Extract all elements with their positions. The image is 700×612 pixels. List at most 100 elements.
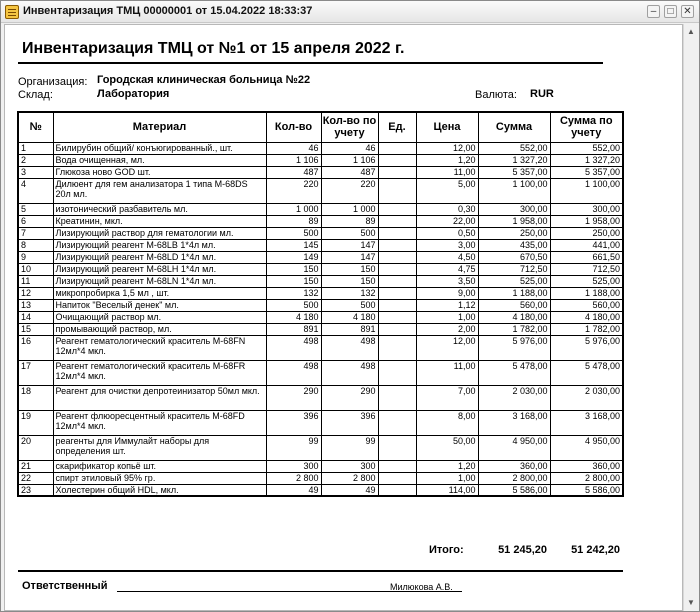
sum: 1 327,20	[477, 153, 551, 167]
scroll-down-arrow-icon[interactable]: ▼	[687, 598, 695, 607]
organization-label: Организация:	[18, 76, 88, 88]
sum: 1 958,00	[477, 214, 551, 228]
table-row: 21 скарификатор копьё шт. 300 300 1,20 360,00…	[17, 459, 624, 473]
quantity-by-accounting: 150	[320, 262, 379, 276]
sum: 525,00	[477, 274, 551, 288]
table-row: 11 Лизирующий реагент М-68LN 1*4л мл. 150 1…	[17, 274, 624, 288]
quantity: 49	[265, 483, 322, 497]
unit	[377, 409, 417, 436]
table-row: 7 Лизирующий раствор для гематологии мл. 5…	[17, 226, 624, 240]
quantity: 89	[265, 214, 322, 228]
sum: 1 782,00	[477, 322, 551, 336]
quantity-by-accounting: 487	[320, 165, 379, 179]
sum: 3 168,00	[477, 409, 551, 436]
material-name: скарификатор копьё шт.	[52, 459, 267, 473]
quantity-by-accounting: 498	[320, 334, 379, 361]
price: 11,00	[415, 165, 479, 179]
organization-value: Городская клиническая больница №22	[97, 74, 311, 86]
unit	[377, 250, 417, 264]
material-name: Напиток "Веселый денек" мл.	[52, 298, 267, 312]
unit	[377, 262, 417, 276]
sum: 712,50	[477, 262, 551, 276]
window-title: Инвентаризация ТМЦ 00000001 от 15.04.202…	[23, 5, 313, 17]
quantity: 99	[265, 434, 322, 461]
sum-total: 51 245,20	[498, 544, 547, 556]
scroll-up-arrow-icon[interactable]: ▲	[687, 27, 695, 36]
row-number: 7	[17, 226, 54, 240]
signature-separator	[18, 570, 623, 572]
vertical-scrollbar[interactable]: ▲ ▼	[683, 24, 698, 611]
row-number: 19	[17, 409, 54, 436]
sum-by-accounting: 5 357,00	[549, 165, 624, 179]
sum-by-accounting: 441,00	[549, 238, 624, 252]
table-row: 1 Билирубин общий/ конъюгированный., шт. 4…	[17, 141, 624, 155]
sum: 2 030,00	[477, 384, 551, 411]
quantity-by-accounting: 396	[320, 409, 379, 436]
row-number: 10	[17, 262, 54, 276]
quantity-by-accounting: 99	[320, 434, 379, 461]
sum-by-accounting: 3 168,00	[549, 409, 624, 436]
table-row: 5 изотонический разбавитель мл. 1 000 1 000…	[17, 202, 624, 216]
sum-by-accounting-total: 51 242,20	[571, 544, 620, 556]
quantity: 1 000	[265, 202, 322, 216]
sum: 250,00	[477, 226, 551, 240]
table-row: 3 Глюкоза ново GOD шт. 487 487 11,00 5 357,00…	[17, 165, 624, 179]
row-number: 11	[17, 274, 54, 288]
material-name: Холестерин общий HDL, мкл.	[52, 483, 267, 497]
sum: 1 100,00	[477, 177, 551, 204]
material-name: Глюкоза ново GOD шт.	[52, 165, 267, 179]
table-row: 17 Реагент гематологический краситель М-6…	[17, 359, 624, 386]
unit	[377, 153, 417, 167]
table-row: 6 Креатинин, мкл. 89 89 22,00 1 958,00 1 958,0…	[17, 214, 624, 228]
quantity-by-accounting: 220	[320, 177, 379, 204]
column-header: Материал	[52, 111, 267, 143]
row-number: 1	[17, 141, 54, 155]
sum: 5 478,00	[477, 359, 551, 386]
table-row: 4 Дилюент для гем анализатора 1 типа М-68…	[17, 177, 624, 204]
sum: 5 357,00	[477, 165, 551, 179]
unit	[377, 434, 417, 461]
document-area[interactable]: Инвентаризация ТМЦ от №1 от 15 апреля 20…	[4, 24, 683, 611]
material-name: Очищающий раствор мл.	[52, 310, 267, 324]
row-number: 14	[17, 310, 54, 324]
unit	[377, 141, 417, 155]
price: 0,50	[415, 226, 479, 240]
warehouse-value: Лаборатория	[97, 88, 170, 100]
sum: 4 180,00	[477, 310, 551, 324]
material-name: изотонический разбавитель мл.	[52, 202, 267, 216]
minimize-button[interactable]: –	[647, 5, 660, 18]
quantity-by-accounting: 500	[320, 298, 379, 312]
quantity-by-accounting: 1 000	[320, 202, 379, 216]
price: 12,00	[415, 334, 479, 361]
quantity-by-accounting: 132	[320, 286, 379, 300]
sum: 2 800,00	[477, 471, 551, 485]
material-name: Реагент для очистки депротеинизатор 50мл…	[52, 384, 267, 411]
column-header: Ед.	[377, 111, 417, 143]
material-name: Креатинин, мкл.	[52, 214, 267, 228]
totals-label: Итого:	[429, 544, 464, 556]
maximize-button[interactable]: □	[664, 5, 677, 18]
close-button[interactable]: ✕	[681, 5, 694, 18]
title-bar[interactable]: Инвентаризация ТМЦ 00000001 от 15.04.202…	[1, 1, 699, 23]
sum-by-accounting: 525,00	[549, 274, 624, 288]
row-number: 13	[17, 298, 54, 312]
unit	[377, 298, 417, 312]
material-name: Лизирующий реагент М-68LD 1*4л мл.	[52, 250, 267, 264]
row-number: 4	[17, 177, 54, 204]
material-name: Билирубин общий/ конъюгированный., шт.	[52, 141, 267, 155]
column-header: Сумма	[477, 111, 551, 143]
unit	[377, 165, 417, 179]
quantity: 498	[265, 334, 322, 361]
unit	[377, 359, 417, 386]
material-name: Дилюент для гем анализатора 1 типа М-68D…	[52, 177, 267, 204]
material-name: Лизирующий реагент М-68LB 1*4л мл.	[52, 238, 267, 252]
quantity: 145	[265, 238, 322, 252]
sum: 5 976,00	[477, 334, 551, 361]
price: 12,00	[415, 141, 479, 155]
sum: 435,00	[477, 238, 551, 252]
quantity: 498	[265, 359, 322, 386]
inventory-table: № Материал Кол-во Кол-во по учету Ед. Це…	[17, 111, 624, 497]
row-number: 18	[17, 384, 54, 411]
row-number: 5	[17, 202, 54, 216]
